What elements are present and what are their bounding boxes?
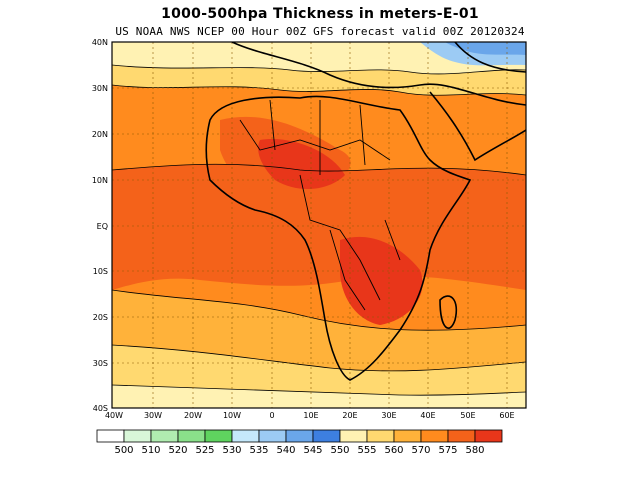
lat-label: 10N	[92, 176, 108, 185]
legend-label: 500	[114, 445, 133, 456]
legend-swatch	[258, 429, 287, 443]
contour-line	[112, 84, 526, 96]
legend-swatch	[123, 429, 152, 443]
lon-label: 50E	[460, 411, 475, 420]
lon-label: 10E	[303, 411, 318, 420]
map-subtitle: US NOAA NWS NCEP 00 Hour 00Z GFS forecas…	[115, 25, 525, 38]
legend-swatch	[312, 429, 341, 443]
legend-label: 535	[249, 445, 268, 456]
legend-label: 545	[303, 445, 322, 456]
band-south-3	[112, 385, 526, 408]
legend-label: 510	[141, 445, 160, 456]
legend-swatch	[447, 429, 476, 443]
band-north-colder	[445, 42, 526, 55]
lat-label: 20S	[93, 313, 108, 322]
legend-label: 560	[384, 445, 403, 456]
legend-label: 540	[276, 445, 295, 456]
lat-label: 40N	[92, 38, 108, 47]
lat-label: 40S	[93, 404, 108, 413]
lon-label: 30W	[144, 411, 162, 420]
legend-label: 550	[330, 445, 349, 456]
legend-swatch	[420, 429, 449, 443]
lat-label: 20N	[92, 130, 108, 139]
lon-label: 20E	[342, 411, 357, 420]
lon-label: 40W	[105, 411, 123, 420]
band-hot-core	[258, 139, 345, 190]
lat-label: EQ	[97, 222, 108, 231]
contour-line	[112, 289, 526, 331]
lon-label: 30E	[381, 411, 396, 420]
lat-labels: 40N 30N 20N 10N EQ 10S 20S 30S 40S	[92, 38, 108, 413]
legend-swatch	[177, 429, 206, 443]
contour-line	[112, 344, 526, 372]
lat-label: 30S	[93, 359, 108, 368]
asia-coastline	[454, 42, 526, 73]
legend-label: 570	[411, 445, 430, 456]
legend-swatch	[393, 429, 422, 443]
map-frame	[111, 41, 527, 409]
color-legend: 500 510 520 525 530 535 540 545 550 555 560 570 575 5…	[96, 429, 503, 456]
lon-label: 60E	[499, 411, 514, 420]
band-center	[112, 164, 526, 290]
contour-line	[112, 384, 526, 396]
arabia-coastline	[429, 91, 526, 162]
lon-label: 0	[269, 411, 274, 420]
legend-label: 520	[168, 445, 187, 456]
lon-label: 40E	[420, 411, 435, 420]
legend-swatch	[96, 429, 125, 443]
africa-coastline	[205, 95, 472, 381]
mediterranean-coastline	[231, 42, 526, 106]
lon-label: 20W	[184, 411, 202, 420]
legend-label: 530	[222, 445, 241, 456]
contour-line	[112, 163, 526, 176]
lon-labels: 40W 30W 20W 10W 0 10E 20E 30E 40E 50E 60…	[105, 411, 515, 420]
legend-swatch	[231, 429, 260, 443]
map-title: 1000-500hpa Thickness in meters-E-01	[161, 6, 479, 22]
band-north-2	[112, 42, 526, 74]
lon-label: 10W	[223, 411, 241, 420]
lat-label: 30N	[92, 84, 108, 93]
legend-swatch	[474, 429, 503, 443]
borders	[239, 99, 401, 311]
lat-label: 10S	[93, 267, 108, 276]
madagascar-coastline	[439, 295, 458, 329]
legend-label: 580	[465, 445, 484, 456]
legend-swatch	[366, 429, 395, 443]
legend-label: 555	[357, 445, 376, 456]
legend-label: 525	[195, 445, 214, 456]
contour-line	[112, 64, 526, 75]
legend-swatch	[150, 429, 179, 443]
legend-swatch	[285, 429, 314, 443]
map-field	[112, 42, 526, 408]
legend-label: 575	[438, 445, 457, 456]
legend-swatch	[339, 429, 368, 443]
legend-swatch	[204, 429, 233, 443]
gridlines	[112, 42, 526, 408]
coastlines	[205, 42, 526, 381]
